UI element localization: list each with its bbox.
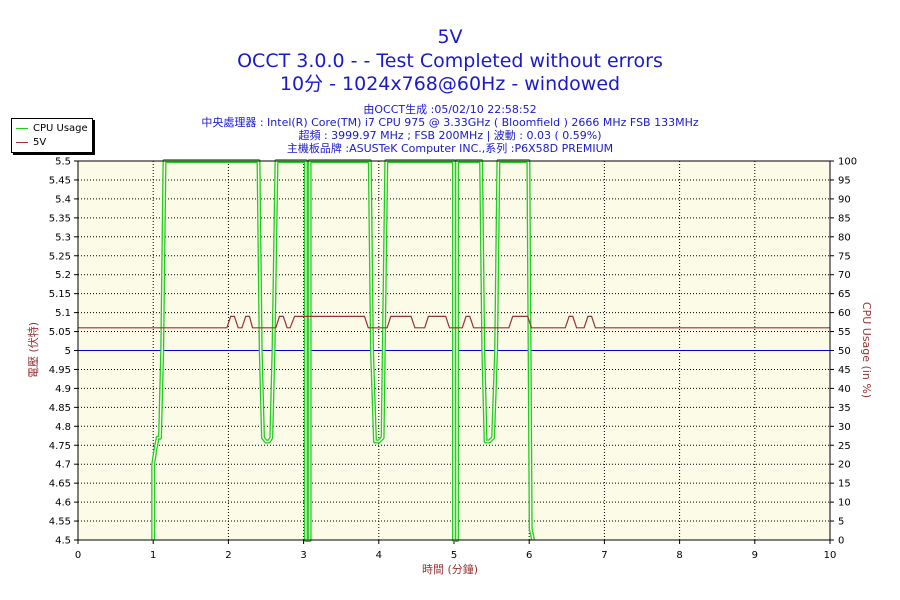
y2-tick-label: 100 [838, 157, 857, 168]
y2-tick-label: 95 [838, 175, 851, 186]
y-axis-label: 電壓 (伏特) [26, 322, 40, 378]
y-tick-label: 4.95 [49, 365, 71, 376]
x-tick-label: 9 [752, 550, 758, 561]
y-tick-label: 4.65 [49, 479, 71, 490]
y-tick-label: 4.6 [55, 498, 71, 509]
y-tick-label: 4.7 [55, 460, 71, 471]
x-tick-label: 10 [824, 550, 837, 561]
legend-swatch-cpu-usage [16, 127, 28, 129]
y-tick-label: 5.2 [55, 270, 71, 281]
x-tick-label: 2 [225, 550, 231, 561]
y2-tick-label: 85 [838, 213, 851, 224]
legend-swatch-5v [16, 141, 28, 143]
y2-tick-label: 25 [838, 441, 851, 452]
legend: CPU Usage 5V [11, 118, 93, 153]
y2-axis-label: CPU Usage (in %) [860, 302, 873, 398]
x-tick-label: 4 [376, 550, 382, 561]
y2-tick-label: 0 [838, 536, 844, 547]
y-tick-label: 4.55 [49, 517, 71, 528]
x-tick-label: 3 [300, 550, 306, 561]
y2-tick-label: 30 [838, 422, 851, 433]
y2-tick-label: 15 [838, 479, 851, 490]
y-tick-label: 5.25 [49, 251, 71, 262]
y-tick-label: 5 [65, 346, 71, 357]
x-tick-label: 8 [676, 550, 682, 561]
y2-tick-label: 40 [838, 384, 851, 395]
x-tick-label: 6 [526, 550, 532, 561]
legend-label-5v: 5V [33, 137, 47, 148]
x-tick-label: 0 [75, 550, 81, 561]
plot-border [77, 160, 831, 541]
y-tick-label: 4.75 [49, 441, 71, 452]
y-tick-label: 5.5 [55, 157, 71, 168]
y-tick-label: 4.8 [55, 422, 71, 433]
y-tick-label: 5.3 [55, 232, 71, 243]
legend-item-cpu-usage: CPU Usage [16, 122, 88, 135]
x-tick-label: 5 [451, 550, 457, 561]
chart-subtitle-1: OCCT 3.0.0 - - Test Completed without er… [237, 50, 663, 72]
y2-tick-label: 75 [838, 251, 851, 262]
x-axis-label: 時間 (分鐘) [422, 562, 478, 576]
y-tick-label: 5.4 [55, 194, 71, 205]
y2-tick-label: 10 [838, 498, 851, 509]
y-tick-label: 4.9 [55, 384, 71, 395]
legend-label-cpu-usage: CPU Usage [33, 123, 88, 134]
y2-tick-label: 35 [838, 403, 851, 414]
y-tick-label: 5.1 [55, 308, 71, 319]
y2-tick-label: 45 [838, 365, 851, 376]
axis-ticks: 0 1 2 3 4 5 6 7 8 9 104.54.554.64.654.74.754.84.85… [49, 157, 857, 562]
chart-title: 5V [437, 26, 463, 48]
y-tick-label: 5.15 [49, 289, 71, 300]
legend-item-5v: 5V [16, 136, 46, 149]
y-tick-label: 5.05 [49, 327, 71, 338]
y-tick-label: 4.5 [55, 536, 71, 547]
chart-subtitle-2: 10分 - 1024x768@60Hz - windowed [279, 73, 621, 95]
y2-tick-label: 90 [838, 194, 851, 205]
y2-tick-label: 70 [838, 270, 851, 281]
y2-tick-label: 55 [838, 327, 851, 338]
y-tick-label: 4.85 [49, 403, 71, 414]
info-generated: 由OCCT生成 :05/02/10 22:58:52 [363, 103, 537, 116]
y2-tick-label: 65 [838, 289, 851, 300]
y2-tick-label: 5 [838, 517, 844, 528]
y2-tick-label: 50 [838, 346, 851, 357]
y-tick-label: 5.35 [49, 213, 71, 224]
info-motherboard: 主機板品牌 :ASUSTeK Computer INC.,系列 :P6X58D … [286, 142, 614, 155]
y2-tick-label: 80 [838, 232, 851, 243]
info-cpu: 中央處理器 : Intel(R) Core(TM) i7 CPU 975 @ 3… [201, 116, 699, 129]
series-line-5v [78, 315, 830, 329]
y2-tick-label: 60 [838, 308, 851, 319]
x-tick-label: 1 [150, 550, 156, 561]
info-overclock: 超頻 : 3999.97 MHz ; FSB 200MHz | 波動 : 0.0… [298, 129, 602, 142]
y-tick-label: 5.45 [49, 175, 71, 186]
x-tick-label: 7 [601, 550, 607, 561]
y2-tick-label: 20 [838, 460, 851, 471]
